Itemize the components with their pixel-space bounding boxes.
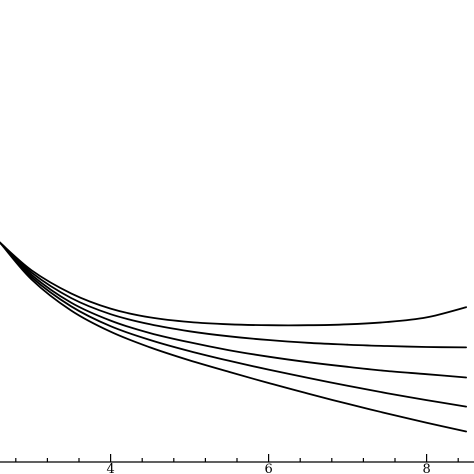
- x-tick-label-6: 6: [264, 462, 272, 474]
- x-tick-label-8: 8: [422, 462, 430, 474]
- x-axis-ticks: [15, 454, 459, 462]
- series-line-5: [0, 241, 467, 433]
- series-line-3: [0, 241, 467, 379]
- series-curves: [0, 241, 467, 433]
- series-line-4: [0, 241, 467, 408]
- series-line-1: [0, 241, 467, 327]
- x-tick-label-4: 4: [106, 462, 114, 474]
- x-axis-tick-labels: 4 6 8: [106, 462, 430, 474]
- series-line-2: [0, 241, 467, 349]
